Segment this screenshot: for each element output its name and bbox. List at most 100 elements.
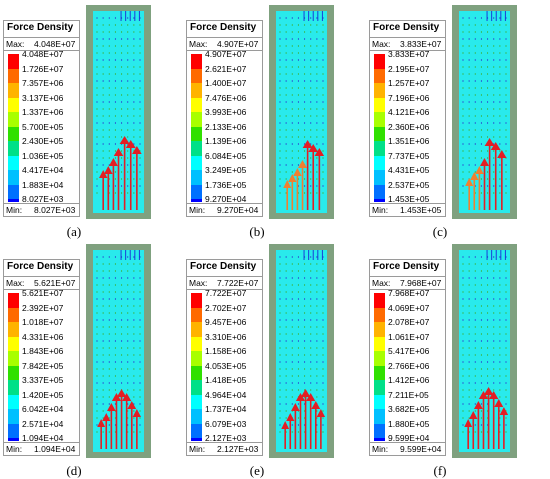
- color-swatch: [8, 141, 19, 156]
- vector-mark: [322, 403, 324, 405]
- vector-mark: [139, 417, 141, 419]
- vector-mark: [480, 38, 482, 40]
- vector-mark: [493, 94, 495, 96]
- vector-mark: [322, 256, 324, 258]
- vector-mark: [121, 263, 123, 265]
- vector-mark: [297, 298, 299, 300]
- vector-mark: [316, 143, 318, 145]
- vector-mark: [474, 382, 476, 384]
- legend-tick-label: 2.702E+07: [205, 302, 247, 313]
- vector-mark: [462, 59, 464, 61]
- vector-mark: [133, 143, 135, 145]
- vector-mark: [291, 340, 293, 342]
- vector-mark: [322, 298, 324, 300]
- vector-mark: [304, 410, 306, 412]
- vector-mark: [285, 87, 287, 89]
- vector-mark: [505, 305, 507, 307]
- color-swatch: [191, 184, 202, 199]
- vector-mark: [297, 277, 299, 279]
- vector-mark: [297, 164, 299, 166]
- vector-mark: [114, 277, 116, 279]
- vector-mark: [468, 17, 470, 19]
- vector-mark: [96, 256, 98, 258]
- legend-min-row: Min: 8.027E+03: [4, 203, 79, 216]
- vector-mark: [487, 361, 489, 363]
- vector-mark: [102, 270, 104, 272]
- vector-mark: [285, 136, 287, 138]
- vector-mark: [304, 340, 306, 342]
- vector-mark: [114, 143, 116, 145]
- vector-mark: [304, 270, 306, 272]
- vector-mark: [127, 52, 129, 54]
- vector-mark: [462, 38, 464, 40]
- vector-mark: [108, 375, 110, 377]
- vector-mark: [468, 347, 470, 349]
- vector-mark: [493, 305, 495, 307]
- vector-mark: [297, 319, 299, 321]
- vector-mark: [108, 368, 110, 370]
- vector-mark: [316, 319, 318, 321]
- vector-mark: [139, 354, 141, 356]
- vector-mark: [487, 263, 489, 265]
- vector-mark: [487, 80, 489, 82]
- vector-mark: [96, 115, 98, 117]
- vector-mark: [474, 38, 476, 40]
- vector-mark: [487, 333, 489, 335]
- force-arrow-head: [122, 393, 132, 401]
- legend-tick-label: 1.420E+05: [22, 389, 64, 400]
- vector-mark: [505, 101, 507, 103]
- legend-tick-label: 1.726E+07: [22, 63, 64, 74]
- vector-mark: [279, 361, 281, 363]
- vector-mark: [304, 94, 306, 96]
- vector-mark: [462, 340, 464, 342]
- vector-mark: [127, 354, 129, 356]
- vector-mark: [291, 333, 293, 335]
- min-value: 8.027E+03: [34, 205, 76, 215]
- vector-mark: [499, 263, 501, 265]
- vector-mark: [291, 24, 293, 26]
- color-swatch: [374, 380, 385, 395]
- vector-mark: [480, 431, 482, 433]
- vector-mark: [462, 178, 464, 180]
- vector-mark: [96, 66, 98, 68]
- vector-mark: [96, 150, 98, 152]
- vector-mark: [304, 305, 306, 307]
- vector-mark: [279, 326, 281, 328]
- vector-mark: [139, 185, 141, 187]
- vector-mark: [127, 66, 129, 68]
- vector-mark: [322, 157, 324, 159]
- vector-mark: [114, 417, 116, 419]
- vector-mark: [291, 256, 293, 258]
- legend-tick-label: 7.357E+06: [22, 78, 64, 88]
- vector-mark: [133, 164, 135, 166]
- vector-mark: [279, 59, 281, 61]
- vector-mark: [121, 80, 123, 82]
- vector-mark: [127, 410, 129, 412]
- vector-mark: [316, 108, 318, 110]
- vector-mark: [297, 94, 299, 96]
- force-arrow-head: [127, 401, 137, 409]
- vector-mark: [474, 305, 476, 307]
- vector-mark: [505, 185, 507, 187]
- vector-mark: [304, 361, 306, 363]
- vector-mark: [322, 108, 324, 110]
- vector-mark: [468, 66, 470, 68]
- vector-mark: [462, 305, 464, 307]
- vector-mark: [279, 136, 281, 138]
- vector-mark: [114, 368, 116, 370]
- vector-mark: [127, 319, 129, 321]
- vector-mark: [304, 87, 306, 89]
- vector-mark: [468, 375, 470, 377]
- vector-mark: [468, 417, 470, 419]
- vector-mark: [108, 157, 110, 159]
- vector-mark: [139, 298, 141, 300]
- vector-mark: [487, 150, 489, 152]
- legend-min-row: Min: 1.094E+04: [4, 442, 79, 455]
- vector-mark: [114, 59, 116, 61]
- vector-mark: [322, 312, 324, 314]
- vector-mark: [493, 389, 495, 391]
- vector-mark: [285, 171, 287, 173]
- vector-mark: [121, 66, 123, 68]
- vector-mark: [108, 38, 110, 40]
- vector-mark: [133, 312, 135, 314]
